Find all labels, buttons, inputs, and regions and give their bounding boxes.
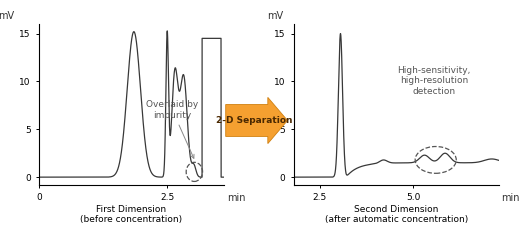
Text: 2-D Separation: 2-D Separation bbox=[216, 116, 293, 125]
Text: min: min bbox=[501, 193, 520, 203]
X-axis label: Second Dimension
(after automatic concentration): Second Dimension (after automatic concen… bbox=[325, 205, 468, 224]
Text: mV: mV bbox=[0, 11, 15, 21]
Text: Overlaid by
impurity: Overlaid by impurity bbox=[146, 100, 199, 158]
Text: min: min bbox=[227, 193, 246, 203]
Text: mV: mV bbox=[267, 11, 283, 21]
FancyArrow shape bbox=[226, 97, 288, 144]
Text: High-sensitivity,
high-resolution
detection: High-sensitivity, high-resolution detect… bbox=[397, 66, 471, 96]
X-axis label: First Dimension
(before concentration): First Dimension (before concentration) bbox=[80, 205, 183, 224]
